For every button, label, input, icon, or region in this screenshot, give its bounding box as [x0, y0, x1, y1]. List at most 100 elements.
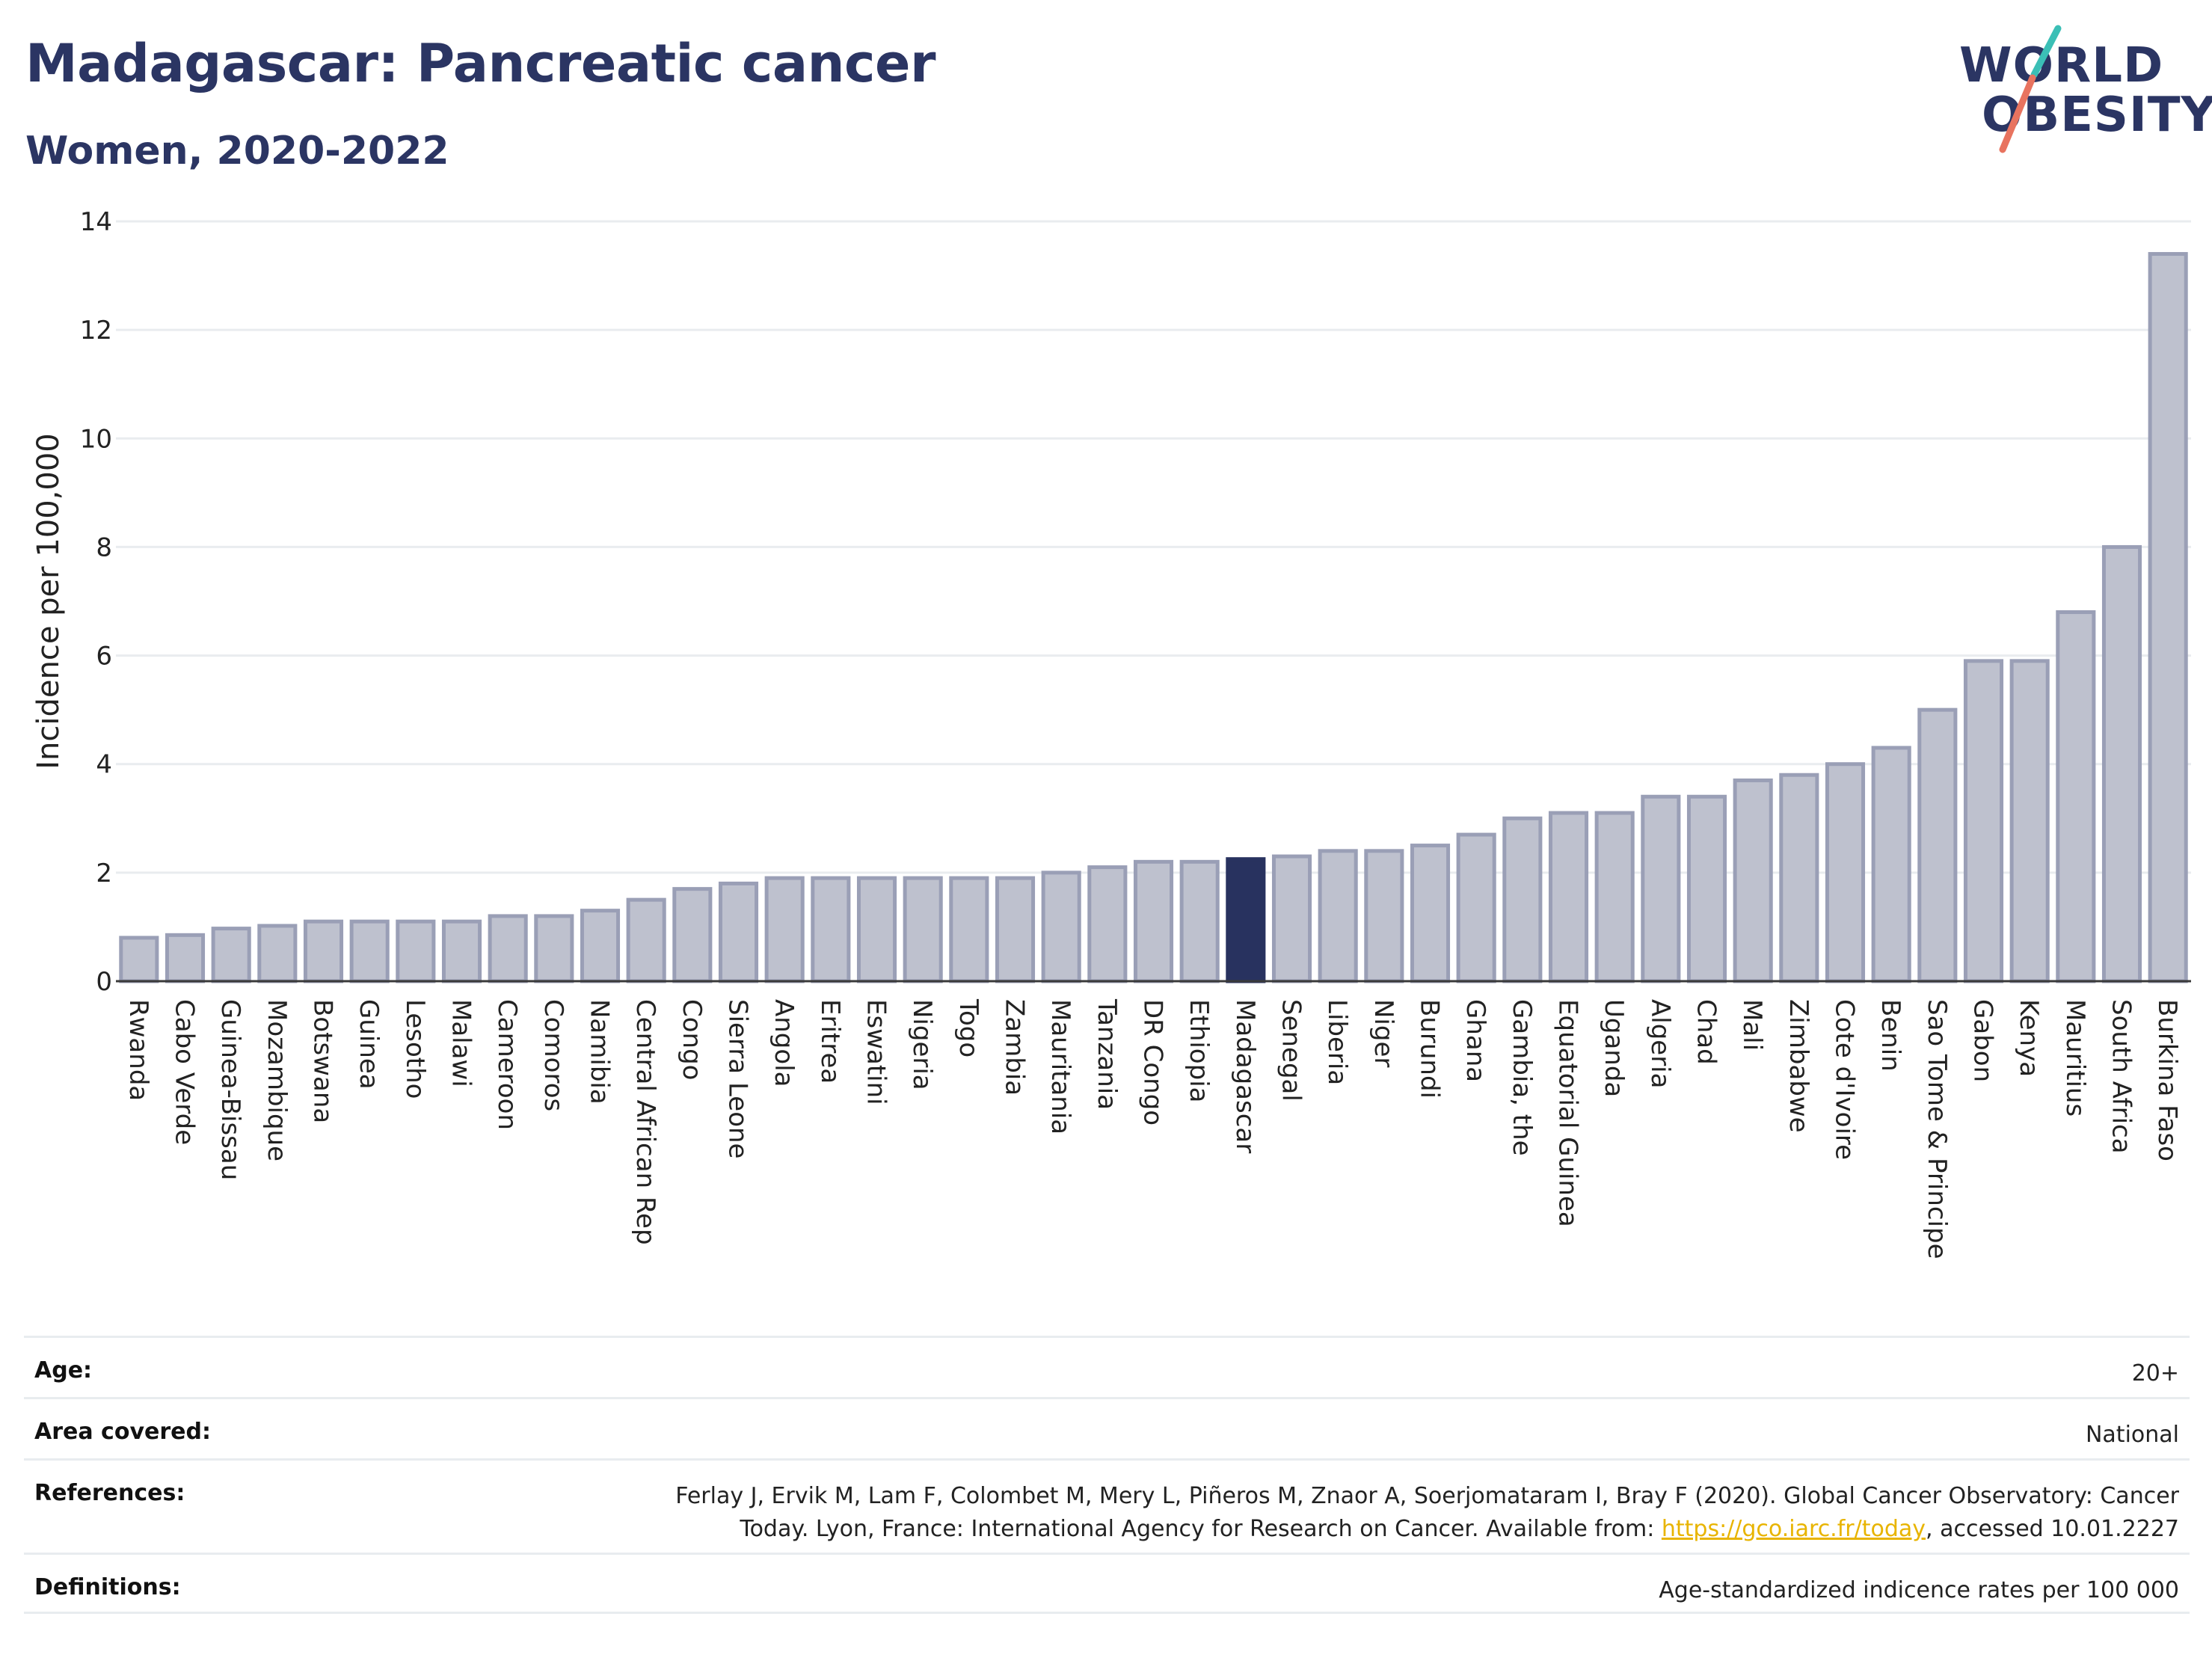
- x-tick-label: Gabon: [1968, 999, 1998, 1082]
- chart-subtitle: Women, 2020-2022: [25, 129, 449, 174]
- x-tick-label: Togo: [953, 998, 983, 1057]
- x-tick-label: Mauritania: [1045, 999, 1075, 1134]
- y-tick-label: 0: [96, 967, 112, 997]
- x-tick-label: Cabo Verde: [170, 999, 200, 1145]
- bar-mali: [1733, 778, 1773, 983]
- x-tick-label: Ethiopia: [1184, 999, 1214, 1102]
- x-tick-label: Zimbabwe: [1784, 999, 1813, 1133]
- bar-gambia-the: [1502, 816, 1543, 983]
- bar-algeria: [1641, 794, 1681, 983]
- y-tick-label: 2: [96, 859, 112, 888]
- bar-eritrea: [811, 876, 851, 983]
- x-tick-label: Malawi: [446, 999, 476, 1087]
- bar-togo: [949, 876, 989, 983]
- bar-guinea: [349, 919, 390, 983]
- x-tick-label: Congo: [677, 999, 707, 1080]
- x-tick-label: Guinea: [354, 999, 384, 1090]
- bar-comoros: [534, 914, 574, 983]
- bar-chad: [1686, 794, 1727, 983]
- bar-benin: [1871, 746, 1911, 983]
- bar-sierra-leone: [718, 881, 759, 983]
- reference-text-2: Today. Lyon, France: International Agenc…: [740, 1515, 1662, 1542]
- age-label: Age:: [34, 1357, 93, 1384]
- bar-chart: 0 2 4 6 8 10 12 14 Rwanda Cabo Verde Guinea-Bissa…: [31, 207, 2191, 1259]
- x-tick-label: Comoros: [538, 999, 568, 1111]
- bar-gabon: [1963, 659, 2004, 983]
- bar-south-africa: [2101, 544, 2142, 983]
- bar-senegal: [1271, 854, 1312, 983]
- meta-row-age: Age: 20+: [24, 1336, 2190, 1397]
- x-tick-label: Lesotho: [400, 999, 430, 1099]
- bar-angola: [764, 876, 805, 983]
- x-tick-label: Liberia: [1322, 999, 1352, 1085]
- definitions-label: Definitions:: [34, 1574, 181, 1600]
- y-tick-label: 4: [96, 750, 112, 780]
- grid-lines: [116, 220, 2191, 874]
- x-tick-label: Zambia: [1000, 999, 1030, 1096]
- definitions-value: Age-standardized indicence rates per 100…: [1659, 1577, 2179, 1603]
- bar-mauritania: [1041, 871, 1081, 983]
- bar-equatorial-guinea: [1548, 811, 1589, 983]
- y-tick-label: 14: [80, 207, 112, 237]
- y-tick-label: 12: [80, 316, 112, 346]
- bar-cabo-verde: [165, 933, 206, 983]
- x-tick-label: Burkina Faso: [2152, 999, 2182, 1161]
- bar-malawi: [441, 919, 482, 983]
- bar-zambia: [995, 876, 1036, 983]
- references-value: Ferlay J, Ervik M, Lam F, Colombet M, Me…: [675, 1480, 2179, 1545]
- bar-mauritius: [2056, 610, 2096, 983]
- x-tick-label: South Africa: [2107, 999, 2136, 1154]
- x-tick-label: Sierra Leone: [723, 999, 753, 1158]
- bar-cameroon: [488, 914, 528, 983]
- x-tick-label: Benin: [1875, 999, 1905, 1072]
- bar-dr-congo: [1133, 859, 1174, 983]
- bar-sao-tome-principe: [1917, 707, 1958, 983]
- x-tick-label: Cameroon: [492, 999, 522, 1130]
- world-obesity-logo: WORLD OBESITY: [1944, 22, 2212, 157]
- bar-namibia: [580, 909, 621, 983]
- x-tick-label: Angola: [769, 999, 799, 1087]
- bar-burkina-faso: [2148, 252, 2188, 983]
- age-value: 20+: [2131, 1360, 2179, 1387]
- x-axis-labels: Rwanda Cabo Verde Guinea-Bissau Mozambique B…: [123, 998, 2182, 1259]
- metadata-table: Age: 20+ Area covered: National Referenc…: [24, 1336, 2190, 1614]
- chart-title: Madagascar: Pancreatic cancer: [25, 33, 936, 94]
- references-label: References:: [34, 1480, 185, 1506]
- y-tick-label: 10: [80, 424, 112, 454]
- x-tick-label: Botswana: [308, 999, 338, 1123]
- meta-row-references: References: Ferlay J, Ervik M, Lam F, Co…: [24, 1458, 2190, 1553]
- bar-eswatini: [856, 876, 897, 983]
- axes: 0 2 4 6 8 10 12 14: [80, 207, 2191, 997]
- reference-text-3: , accessed 10.01.2227: [1926, 1515, 2179, 1542]
- y-axis-title: Incidence per 100,000: [31, 433, 66, 770]
- x-tick-label: Central African Rep: [630, 999, 660, 1245]
- logo-slash-icon: [1999, 25, 2062, 153]
- area-label: Area covered:: [34, 1419, 211, 1445]
- x-tick-label: Mauritius: [2060, 999, 2090, 1117]
- x-tick-label: Uganda: [1599, 999, 1629, 1097]
- bar-niger: [1364, 849, 1404, 983]
- reference-text-1: Ferlay J, Ervik M, Lam F, Colombet M, Me…: [675, 1483, 2179, 1509]
- x-tick-label: Burundi: [1415, 999, 1445, 1099]
- bar-kenya: [2009, 659, 2050, 983]
- x-tick-label: Nigeria: [907, 999, 937, 1090]
- x-tick-label: Mozambique: [262, 999, 292, 1161]
- x-tick-label: Namibia: [585, 999, 615, 1105]
- meta-row-definitions: Definitions: Age-standardized indicence …: [24, 1553, 2190, 1614]
- bar-nigeria: [903, 876, 943, 983]
- meta-row-area: Area covered: National: [24, 1397, 2190, 1458]
- x-tick-label: Sao Tome & Principe: [1922, 999, 1952, 1259]
- x-tick-label: Eswatini: [861, 999, 891, 1105]
- bar-uganda: [1594, 811, 1635, 983]
- x-tick-label: Madagascar: [1230, 999, 1260, 1153]
- x-tick-label: Equatorial Guinea: [1553, 999, 1583, 1227]
- x-tick-label: Niger: [1368, 999, 1398, 1067]
- x-tick-label: Guinea-Bissau: [215, 999, 245, 1180]
- area-value: National: [2085, 1422, 2179, 1448]
- bar-guinea-bissau: [211, 927, 251, 983]
- bar-tanzania: [1087, 865, 1128, 983]
- logo-line-1: WORLD: [1959, 38, 2164, 93]
- x-tick-label: Kenya: [2014, 999, 2044, 1077]
- reference-link[interactable]: https://gco.iarc.fr/today: [1661, 1515, 1926, 1542]
- bar-zimbabwe: [1779, 773, 1819, 983]
